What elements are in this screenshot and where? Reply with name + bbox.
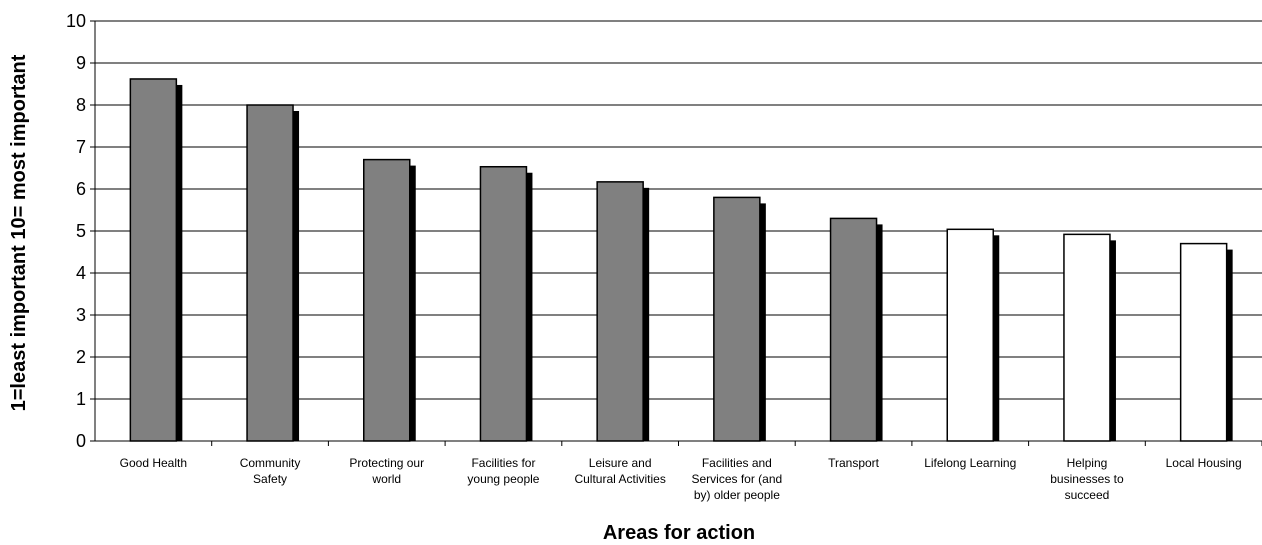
bar <box>246 104 294 442</box>
x-tick-label: by) older people <box>694 488 780 502</box>
bar <box>829 217 878 442</box>
x-tick-label: Transport <box>828 456 880 470</box>
x-tick-label: Community <box>240 456 301 470</box>
y-tick-label: 9 <box>76 53 86 73</box>
x-tick-label: Lifelong Learning <box>924 456 1016 470</box>
bar <box>479 165 528 442</box>
x-tick-label: Services for (and <box>691 472 782 486</box>
x-tick-label: young people <box>467 472 539 486</box>
bar <box>1063 233 1111 442</box>
bar <box>129 78 178 442</box>
y-tick-label: 8 <box>76 95 86 115</box>
x-tick-label: Good Health <box>120 456 187 470</box>
y-tick-labels: 0 1 2 3 4 5 6 7 8 9 10 <box>66 11 86 451</box>
bars <box>129 78 1233 442</box>
x-tick-label: businesses to <box>1050 472 1124 486</box>
x-tick-label: world <box>371 472 401 486</box>
y-tick-label: 0 <box>76 431 86 451</box>
x-tick-label: Facilities and <box>702 456 772 470</box>
y-tick-label: 7 <box>76 137 86 157</box>
y-axis-title: 1=least important 10= most important <box>8 54 30 411</box>
y-tick-label: 2 <box>76 347 86 367</box>
x-tick-label: Protecting our <box>349 456 424 470</box>
bar <box>713 196 761 442</box>
x-tick-label: succeed <box>1065 488 1110 502</box>
x-axis-title: Areas for action <box>603 522 755 544</box>
y-tick-label: 4 <box>76 263 86 283</box>
x-tick-label: Safety <box>253 472 287 486</box>
y-tick-label: 6 <box>76 179 86 199</box>
y-tick-label: 10 <box>66 11 86 31</box>
x-tick-label: Helping <box>1067 456 1108 470</box>
bar <box>596 181 644 442</box>
y-tick-label: 5 <box>76 221 86 241</box>
bar <box>946 228 994 442</box>
x-tick-label: Facilities for <box>471 456 535 470</box>
axes <box>90 20 1262 446</box>
x-tick-labels: Good Health Community Safety Protecting our… <box>120 456 1242 502</box>
bar <box>363 158 411 442</box>
y-tick-label: 3 <box>76 305 86 325</box>
x-tick-label: Local Housing <box>1166 456 1242 470</box>
bar <box>1179 242 1228 442</box>
x-tick-label: Cultural Activities <box>574 472 665 486</box>
y-tick-label: 1 <box>76 389 86 409</box>
x-tick-label: Leisure and <box>589 456 652 470</box>
